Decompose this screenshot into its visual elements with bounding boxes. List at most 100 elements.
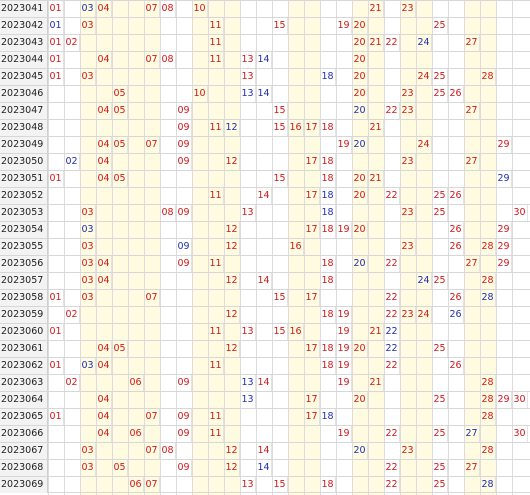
issue-number: 2023060	[0, 324, 48, 340]
issue-number: 2023054	[0, 222, 48, 238]
red-ball-number: 12	[224, 239, 240, 255]
red-ball-number: 01	[48, 358, 64, 374]
red-ball-number: 10	[192, 1, 208, 17]
red-ball-number: 15	[272, 171, 288, 187]
issue-number: 2023044	[0, 52, 48, 68]
red-ball-number: 22	[384, 358, 400, 374]
red-ball-number: 12	[224, 341, 240, 357]
red-ball-number: 23	[400, 86, 416, 102]
issue-number: 2023053	[0, 205, 48, 221]
red-ball-number: 20	[352, 52, 368, 68]
red-ball-number: 17	[304, 222, 320, 238]
red-ball-number: 07	[144, 290, 160, 306]
red-ball-number: 12	[224, 154, 240, 170]
grid-line	[512, 0, 513, 495]
red-ball-number: 18	[320, 358, 336, 374]
red-ball-number: 15	[272, 324, 288, 340]
red-ball-number: 21	[368, 171, 384, 187]
red-ball-number: 03	[80, 273, 96, 289]
red-ball-number: 09	[176, 205, 192, 221]
red-ball-number: 24	[416, 307, 432, 323]
red-ball-number: 27	[464, 103, 480, 119]
blue-ball-number: 01	[48, 18, 64, 34]
table-row: 2023042 03 11 15 19 20 25 01	[0, 17, 530, 34]
table-row: 2023066 04 06 09 11 19 22 25 30 27	[0, 425, 530, 442]
red-ball-number: 09	[176, 137, 192, 153]
red-ball-number: 18	[320, 222, 336, 238]
red-ball-number: 20	[352, 69, 368, 85]
red-ball-number: 08	[160, 443, 176, 459]
red-ball-number: 18	[320, 477, 336, 493]
red-ball-number: 07	[144, 443, 160, 459]
grid-line	[480, 0, 481, 495]
red-ball-number: 29	[496, 256, 512, 272]
red-ball-number: 07	[144, 477, 160, 493]
red-ball-number: 23	[400, 103, 416, 119]
red-ball-number: 15	[272, 477, 288, 493]
red-ball-number: 25	[432, 426, 448, 442]
table-row: 2023051 01 04 05 15 18 20 21 29	[0, 170, 530, 187]
red-ball-number: 17	[304, 409, 320, 425]
red-ball-number: 26	[448, 239, 464, 255]
table-row: 2023068 03 05 09 12 22 25 27 14	[0, 459, 530, 476]
red-ball-number: 04	[96, 426, 112, 442]
red-ball-number: 11	[208, 409, 224, 425]
red-ball-number: 28	[480, 273, 496, 289]
red-ball-number: 04	[96, 137, 112, 153]
red-ball-number: 23	[400, 205, 416, 221]
grid-line	[208, 0, 209, 495]
red-ball-number: 09	[176, 103, 192, 119]
blue-ball-number: 13	[240, 86, 256, 102]
issue-number: 2023041	[0, 1, 48, 17]
red-ball-number: 18	[320, 341, 336, 357]
red-ball-number: 25	[432, 188, 448, 204]
red-ball-number: 01	[48, 290, 64, 306]
red-ball-number: 04	[96, 1, 112, 17]
issue-number: 2023042	[0, 18, 48, 34]
table-row: 2023065 01 04 07 09 11 17 28 18	[0, 408, 530, 425]
issue-number: 2023059	[0, 307, 48, 323]
table-row: 2023047 04 05 09 15 22 23 27 20	[0, 102, 530, 119]
blue-ball-number: 03	[80, 222, 96, 238]
table-row: 2023045 01 03 13 20 24 25 28 18	[0, 68, 530, 85]
red-ball-number: 06	[128, 375, 144, 391]
red-ball-number: 03	[80, 18, 96, 34]
blue-ball-number: 26	[448, 307, 464, 323]
red-ball-number: 19	[336, 358, 352, 374]
blue-ball-number: 14	[256, 86, 272, 102]
blue-ball-number: 18	[320, 69, 336, 85]
red-ball-number: 22	[384, 477, 400, 493]
grid-line	[320, 0, 321, 495]
red-ball-number: 25	[432, 392, 448, 408]
red-ball-number: 05	[112, 86, 128, 102]
red-ball-number: 10	[192, 86, 208, 102]
grid-line	[400, 0, 401, 495]
grid-line	[272, 0, 273, 495]
table-row: 2023060 01 11 13 15 16 19 21 22	[0, 323, 530, 340]
red-ball-number: 13	[240, 205, 256, 221]
red-ball-number: 22	[384, 188, 400, 204]
red-ball-number: 20	[352, 222, 368, 238]
red-ball-number: 05	[112, 460, 128, 476]
blue-ball-number: 28	[480, 477, 496, 493]
grid-line	[112, 0, 113, 495]
red-ball-number: 14	[256, 443, 272, 459]
red-ball-number: 07	[144, 409, 160, 425]
issue-number: 2023056	[0, 256, 48, 272]
grid-line	[464, 0, 465, 495]
red-ball-number: 28	[480, 239, 496, 255]
red-ball-number: 20	[352, 18, 368, 34]
red-ball-number: 19	[336, 222, 352, 238]
red-ball-number: 18	[320, 154, 336, 170]
blue-ball-number: 20	[352, 256, 368, 272]
table-row: 2023053 03 08 09 13 23 25 30 18	[0, 204, 530, 221]
grid-line	[448, 0, 449, 495]
issue-number: 2023049	[0, 137, 48, 153]
red-ball-number: 02	[64, 35, 80, 51]
red-ball-number: 25	[432, 69, 448, 85]
red-ball-number: 04	[96, 103, 112, 119]
grid-line	[224, 0, 225, 495]
grid-line	[416, 0, 417, 495]
red-ball-number: 11	[208, 35, 224, 51]
red-ball-number: 09	[176, 154, 192, 170]
